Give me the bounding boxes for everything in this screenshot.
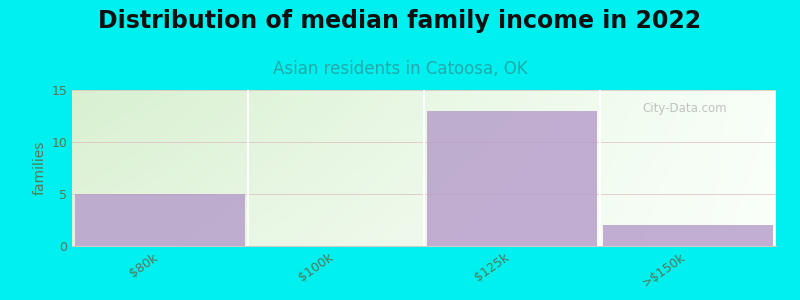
- Text: Distribution of median family income in 2022: Distribution of median family income in …: [98, 9, 702, 33]
- Bar: [426, 111, 598, 246]
- Bar: [602, 225, 774, 246]
- Text: City-Data.com: City-Data.com: [642, 102, 726, 115]
- Bar: [74, 194, 246, 246]
- Text: Asian residents in Catoosa, OK: Asian residents in Catoosa, OK: [273, 60, 527, 78]
- Y-axis label: families: families: [33, 141, 47, 195]
